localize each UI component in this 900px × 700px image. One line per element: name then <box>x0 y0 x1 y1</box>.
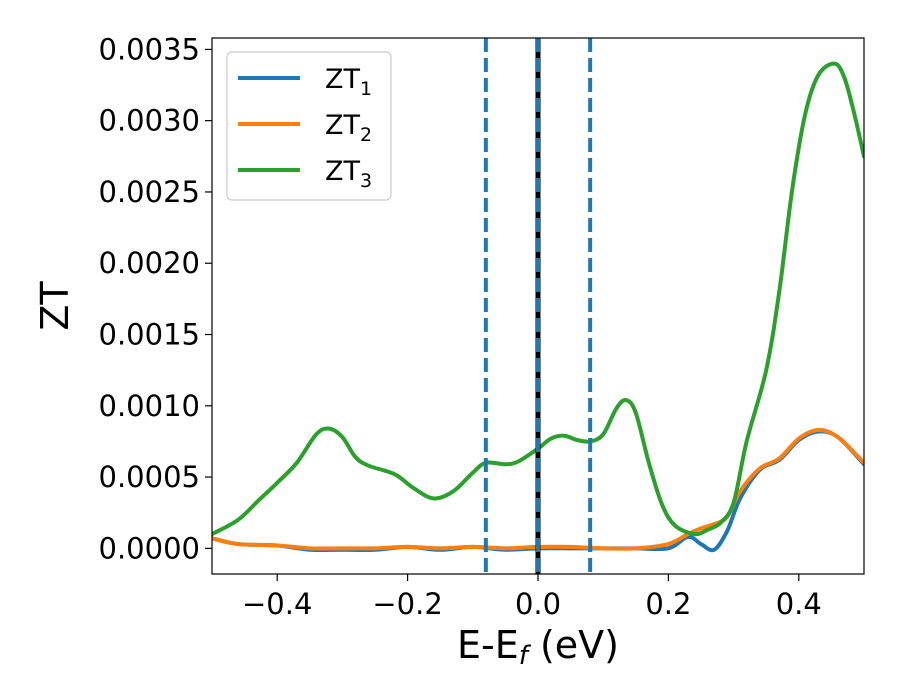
y-tick-label: 0.0020 <box>99 246 200 280</box>
x-tick-label: −0.4 <box>242 587 312 621</box>
x-tick-label: 0.0 <box>515 587 561 621</box>
y-tick-label: 0.0015 <box>99 318 200 352</box>
x-axis-label: E-Ef (eV) <box>457 623 619 671</box>
series-line-zt2 <box>212 428 864 551</box>
y-tick-label: 0.0035 <box>99 32 200 66</box>
y-tick-label: 0.0025 <box>99 175 200 209</box>
x-tick-label: 0.4 <box>776 587 822 621</box>
legend-label-zt2: ZT2 <box>325 110 372 146</box>
x-tick-label: 0.2 <box>645 587 691 621</box>
y-axis-label: ZT <box>33 281 77 331</box>
y-tick-label: 0.0030 <box>99 104 200 138</box>
y-axis: 0.0000 0.0005 0.0010 0.0015 0.0020 0.0025 0.00… <box>99 32 212 565</box>
y-tick-label: 0.0010 <box>99 389 200 423</box>
x-axis: −0.4 −0.2 0.0 0.2 0.4 <box>242 574 822 621</box>
legend-box <box>226 51 392 201</box>
legend: ZT1 ZT2 ZT3 <box>226 51 392 201</box>
legend-label-zt1: ZT1 <box>325 64 372 100</box>
y-tick-label: 0.0000 <box>99 531 200 565</box>
legend-label-zt3: ZT3 <box>325 156 372 192</box>
x-tick-label: −0.2 <box>372 587 442 621</box>
y-tick-label: 0.0005 <box>99 460 200 494</box>
